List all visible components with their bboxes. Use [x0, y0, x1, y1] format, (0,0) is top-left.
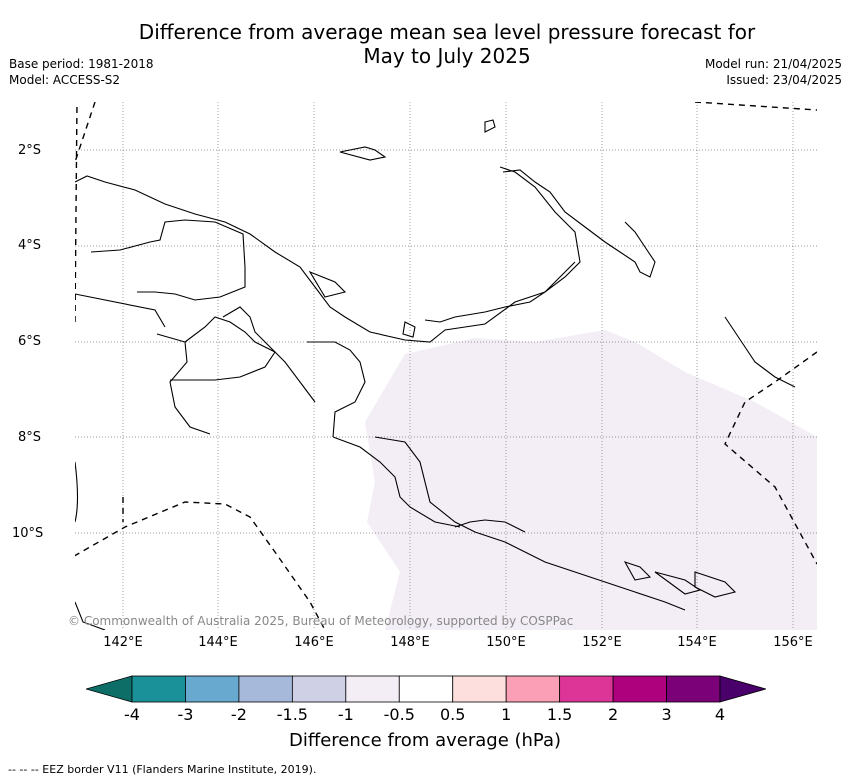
eez-borders — [75, 102, 817, 630]
lon-label-148e: 148°E — [390, 635, 430, 650]
colorbar-bin — [185, 675, 240, 703]
colorbar-bin — [559, 675, 614, 703]
colorbar-bin — [452, 675, 507, 703]
colorbar-tick-label: -0.5 — [383, 705, 415, 724]
colorbar-bin — [345, 675, 400, 703]
lon-label-144e: 144°E — [198, 635, 238, 650]
map-panel — [75, 102, 817, 630]
map-canvas — [75, 102, 817, 630]
colorbar-tick-label: 0.5 — [439, 705, 466, 724]
lon-label-152e: 152°E — [582, 635, 622, 650]
colorbar-tick-label: 1.5 — [546, 705, 573, 724]
colorbar-tick-label: -3 — [177, 705, 194, 724]
eez-footnote: -- -- -- EEZ border V11 (Flanders Marine… — [8, 763, 317, 776]
colorbar-title: Difference from average (hPa) — [288, 730, 562, 751]
lat-label-8s: 8°S — [18, 430, 42, 445]
colorbar-tick-label: -2 — [230, 705, 247, 724]
colorbar-tick-label: -1 — [337, 705, 354, 724]
lat-label-4s: 4°S — [18, 238, 42, 253]
colorbar-bin — [291, 675, 347, 703]
lat-label-6s: 6°S — [18, 334, 42, 349]
lon-label-156e: 156°E — [773, 635, 813, 650]
base-period: Base period: 1981-2018 — [9, 57, 154, 71]
colorbar-bin — [505, 675, 561, 703]
colorbar-tick-label: -1.5 — [276, 705, 308, 724]
lat-label-10s: 10°S — [12, 526, 44, 541]
graticule — [75, 102, 817, 630]
lon-label-150e: 150°E — [486, 635, 526, 650]
colorbar-bin — [131, 675, 186, 703]
title-line-2: May to July 2025 — [363, 44, 531, 68]
colorbar-bin — [612, 675, 667, 703]
colorbar — [86, 675, 766, 703]
lat-label-2s: 2°S — [18, 143, 42, 158]
meta-left: Base period: 1981-2018 Model: ACCESS-S2 — [9, 56, 154, 88]
map-title: Difference from average mean sea level p… — [85, 20, 809, 68]
lon-label-146e: 146°E — [294, 635, 334, 650]
colorbar-bin — [666, 675, 721, 703]
copyright-notice: © Commonwealth of Australia 2025, Bureau… — [68, 614, 574, 628]
colorbar-tick-label: 1 — [501, 705, 512, 724]
colorbar-tick-label: 4 — [714, 705, 726, 724]
colorbar-extend-high — [719, 675, 766, 703]
lon-label-142e: 142°E — [103, 635, 143, 650]
lon-label-154e: 154°E — [677, 635, 717, 650]
title-line-1: Difference from average mean sea level p… — [138, 20, 756, 44]
colorbar-tick-label: 3 — [661, 705, 672, 724]
coastlines — [75, 119, 796, 630]
anomaly-shading — [365, 330, 817, 630]
model-run: Model run: 21/04/2025 — [704, 57, 842, 71]
colorbar-bin — [398, 675, 454, 703]
meta-right: Model run: 21/04/2025 Issued: 23/04/2025 — [705, 56, 842, 88]
model-name: Model: ACCESS-S2 — [9, 73, 121, 87]
colorbar-tick-label: -4 — [124, 705, 140, 724]
colorbar-extend-low — [86, 675, 133, 703]
issued-date: Issued: 23/04/2025 — [726, 73, 842, 87]
colorbar-bin — [238, 675, 293, 703]
colorbar-tick-label: 2 — [607, 705, 619, 724]
